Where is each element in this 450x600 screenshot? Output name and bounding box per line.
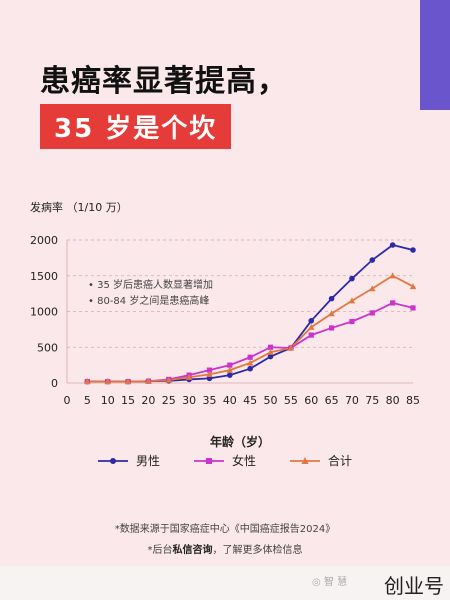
x-axis-label: 年龄（岁） <box>210 434 270 449</box>
data-point <box>227 362 233 368</box>
contact-suffix: ，了解更多体检信息 <box>212 545 303 556</box>
data-point <box>349 318 355 325</box>
watermark: ◎ 智 慧 <box>312 577 348 588</box>
source-note: *数据来源于国家癌症中心《中国癌症报告2024》 <box>114 524 336 535</box>
data-point <box>308 317 315 324</box>
data-point <box>247 365 253 372</box>
data-point <box>308 323 315 330</box>
data-point <box>349 275 355 282</box>
x-tick-label: 80 <box>386 394 400 407</box>
series-line-合计 <box>87 274 414 383</box>
brand-name: 创业号 <box>384 574 444 598</box>
data-point <box>369 310 375 316</box>
data-point <box>410 305 416 311</box>
data-point <box>389 242 396 248</box>
legend: 男性 女性 合计 <box>0 452 450 469</box>
legend-item: 女性 <box>193 452 256 469</box>
contact-prefix: *后台 <box>147 545 173 556</box>
data-point <box>328 295 335 302</box>
data-point <box>308 332 314 338</box>
y-tick-label: 2000 <box>30 234 58 247</box>
x-tick-label: 10 <box>101 394 115 407</box>
legend-item: 男性 <box>97 452 160 469</box>
data-point <box>226 366 234 373</box>
data-point <box>165 376 172 383</box>
x-tick-label: 75 <box>365 394 379 407</box>
data-point <box>369 285 376 292</box>
legend-marker <box>205 457 212 464</box>
annotations: • 35 岁后患癌人数显著增加 • 80-84 岁之间是患癌高峰 <box>88 278 213 307</box>
data-point <box>369 257 376 263</box>
x-tick-label: 15 <box>121 394 135 407</box>
data-point <box>206 371 213 378</box>
contact-note: *后台私信咨询，了解更多体检信息 <box>0 541 450 556</box>
x-tick-label: 30 <box>182 394 196 407</box>
legend-label: 合计 <box>328 454 353 468</box>
legend-label: 男性 <box>135 454 160 468</box>
series-markers <box>84 242 417 385</box>
data-point <box>348 297 356 304</box>
data-point <box>247 354 253 360</box>
x-tick-label: 55 <box>284 394 298 407</box>
x-tick-label: 45 <box>243 394 257 407</box>
data-point <box>389 272 396 279</box>
x-tick-label: 5 <box>84 394 91 407</box>
data-point <box>104 378 111 385</box>
x-tick-label: 85 <box>406 394 420 407</box>
data-point <box>267 348 274 355</box>
corner-accent-block <box>420 0 450 110</box>
legend-item: 合计 <box>290 452 352 469</box>
annotation-text: • 35 岁后患癌人数显著增加 <box>88 278 213 291</box>
legend-label: 女性 <box>231 454 256 468</box>
data-point <box>267 344 274 350</box>
headline: 患癌率显著提高， <box>40 64 288 99</box>
data-point <box>287 344 295 351</box>
y-tick-label: 500 <box>37 341 58 354</box>
x-tick-label: 65 <box>325 394 339 407</box>
data-point <box>267 353 274 360</box>
data-point <box>145 377 152 384</box>
data-point <box>84 378 91 385</box>
x-tick-label: 50 <box>264 394 278 407</box>
data-point <box>246 359 254 366</box>
x-tick-label: 70 <box>345 394 359 407</box>
y-tick-label: 1500 <box>30 270 58 283</box>
data-point <box>206 367 213 373</box>
x-tick-label: 35 <box>202 394 216 407</box>
contact-bold: 私信咨询 <box>172 545 213 556</box>
legend-swatch <box>193 457 224 464</box>
y-tick-label: 1000 <box>30 306 58 319</box>
x-tick-label: 25 <box>162 394 176 407</box>
data-point <box>409 283 417 290</box>
subhead-banner: 35 岁是个坎 <box>40 104 232 149</box>
y-axis-label: 发病率 （1/10 万） <box>30 200 128 214</box>
x-tick-label: 40 <box>223 394 237 407</box>
data-point <box>124 378 132 385</box>
legend-swatch <box>97 457 128 464</box>
x-tick-label: 0 <box>64 394 71 407</box>
legend-swatch <box>290 456 320 464</box>
annotation-text: • 80-84 岁之间是患癌高峰 <box>88 294 209 307</box>
data-point <box>328 325 335 331</box>
data-point <box>390 300 396 306</box>
x-tick-label: 20 <box>141 394 155 407</box>
legend-marker <box>109 457 116 464</box>
x-tick-label: 60 <box>304 394 318 407</box>
data-point <box>410 247 416 253</box>
brand-bar <box>0 566 450 600</box>
data-point <box>328 310 335 317</box>
data-point <box>227 372 233 378</box>
data-point <box>185 373 193 380</box>
legend-marker <box>301 456 309 464</box>
y-tick-label: 0 <box>51 377 58 390</box>
